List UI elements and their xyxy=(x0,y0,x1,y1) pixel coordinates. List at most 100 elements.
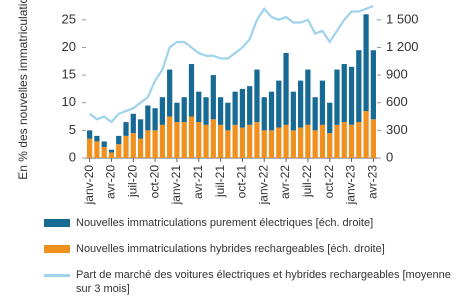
bar xyxy=(268,91,275,131)
bar xyxy=(341,122,347,158)
x-tick-label: avr-23 xyxy=(366,165,380,199)
bar xyxy=(297,127,304,158)
legend-swatch xyxy=(44,219,70,227)
bar xyxy=(174,122,180,158)
bar xyxy=(327,133,333,158)
bar xyxy=(210,75,216,120)
x-tick-label: janv-22 xyxy=(256,165,270,206)
bar xyxy=(159,124,166,158)
x-tick-label: janv-23 xyxy=(344,165,358,206)
bar xyxy=(108,152,115,158)
y-tick-label: 20 xyxy=(62,39,76,54)
y2-tick-label: 0 xyxy=(386,149,393,164)
y-axis-label: En % des nouvelles immatriculations xyxy=(16,0,30,180)
bar xyxy=(232,91,238,125)
bar xyxy=(159,97,166,125)
bar xyxy=(327,102,333,134)
bar xyxy=(188,64,195,117)
bar xyxy=(348,66,355,125)
bar xyxy=(188,116,195,158)
bar xyxy=(123,135,129,158)
x-tick-label: juil-21 xyxy=(213,165,227,198)
bar xyxy=(363,111,369,158)
x-tick-label: janv-21 xyxy=(169,165,183,206)
y-tick-label: 25 xyxy=(62,11,76,26)
bar xyxy=(276,80,282,128)
x-tick-label: juil-20 xyxy=(125,165,139,198)
bar xyxy=(225,130,231,158)
bar xyxy=(283,124,289,158)
bar xyxy=(348,124,355,158)
legend-label: Part de marché des voitures électriques … xyxy=(76,269,451,295)
bar xyxy=(305,124,311,158)
y-tick-label: 15 xyxy=(62,67,76,82)
bar xyxy=(370,119,376,158)
bar xyxy=(297,80,304,128)
y2-tick-label: 1 500 xyxy=(386,11,419,26)
y2-tick-label: 600 xyxy=(386,94,408,109)
bar xyxy=(101,141,107,147)
bar xyxy=(283,52,289,125)
legend-label: Nouvelles immatriculations hybrides rech… xyxy=(76,243,385,255)
x-tick-label: janv-20 xyxy=(82,165,96,206)
bar xyxy=(261,97,267,131)
x-tick-label: avr-20 xyxy=(104,165,118,199)
x-tick-label: avr-22 xyxy=(278,165,292,199)
bar xyxy=(319,124,326,158)
x-tick-label: oct-20 xyxy=(147,165,161,199)
bar xyxy=(239,127,246,158)
bar xyxy=(254,69,260,123)
bar xyxy=(247,124,253,158)
bar xyxy=(152,108,158,131)
bar xyxy=(370,50,376,120)
bar xyxy=(276,127,282,158)
bar xyxy=(87,138,93,158)
bar xyxy=(334,69,340,125)
bar xyxy=(268,130,275,158)
line xyxy=(88,4,374,124)
bar xyxy=(130,133,136,158)
bar xyxy=(174,102,180,123)
legend-swatch xyxy=(44,245,70,253)
bar xyxy=(137,119,144,139)
y-tick-label: 10 xyxy=(62,94,76,109)
legend: Nouvelles immatriculations purement élec… xyxy=(44,216,454,304)
bar xyxy=(334,124,340,158)
bar xyxy=(130,113,136,134)
bar xyxy=(210,119,216,158)
bar xyxy=(108,149,115,153)
bar xyxy=(101,146,107,158)
legend-label: Nouvelles immatriculations purement élec… xyxy=(76,217,374,229)
bar xyxy=(116,135,122,145)
bar xyxy=(319,80,326,125)
bar xyxy=(94,135,100,142)
bar xyxy=(167,116,173,158)
bar xyxy=(196,122,202,158)
bar xyxy=(152,130,158,158)
bar xyxy=(87,130,93,139)
bar xyxy=(225,102,231,131)
legend-item: Nouvelles immatriculations purement élec… xyxy=(44,216,454,230)
x-tick-label: juil-22 xyxy=(300,165,314,198)
bar xyxy=(94,141,100,158)
bar xyxy=(290,91,296,131)
bar xyxy=(356,122,362,158)
bar xyxy=(145,105,151,131)
legend-item: Nouvelles immatriculations hybrides rech… xyxy=(44,242,454,256)
bar xyxy=(167,69,173,117)
legend-swatch xyxy=(44,274,70,277)
bar xyxy=(290,130,296,158)
bar xyxy=(196,91,202,123)
y-tick-label: 0 xyxy=(69,149,76,164)
x-tick-label: avr-21 xyxy=(191,165,205,199)
bar xyxy=(232,124,238,158)
bar xyxy=(356,50,362,123)
bar xyxy=(203,97,209,125)
legend-item: Part de marché des voitures électriques … xyxy=(44,268,454,296)
bar xyxy=(261,130,267,158)
bar xyxy=(341,64,347,123)
x-tick-label: oct-22 xyxy=(322,165,336,199)
bar xyxy=(305,69,311,125)
y-tick-label: 5 xyxy=(69,122,76,137)
